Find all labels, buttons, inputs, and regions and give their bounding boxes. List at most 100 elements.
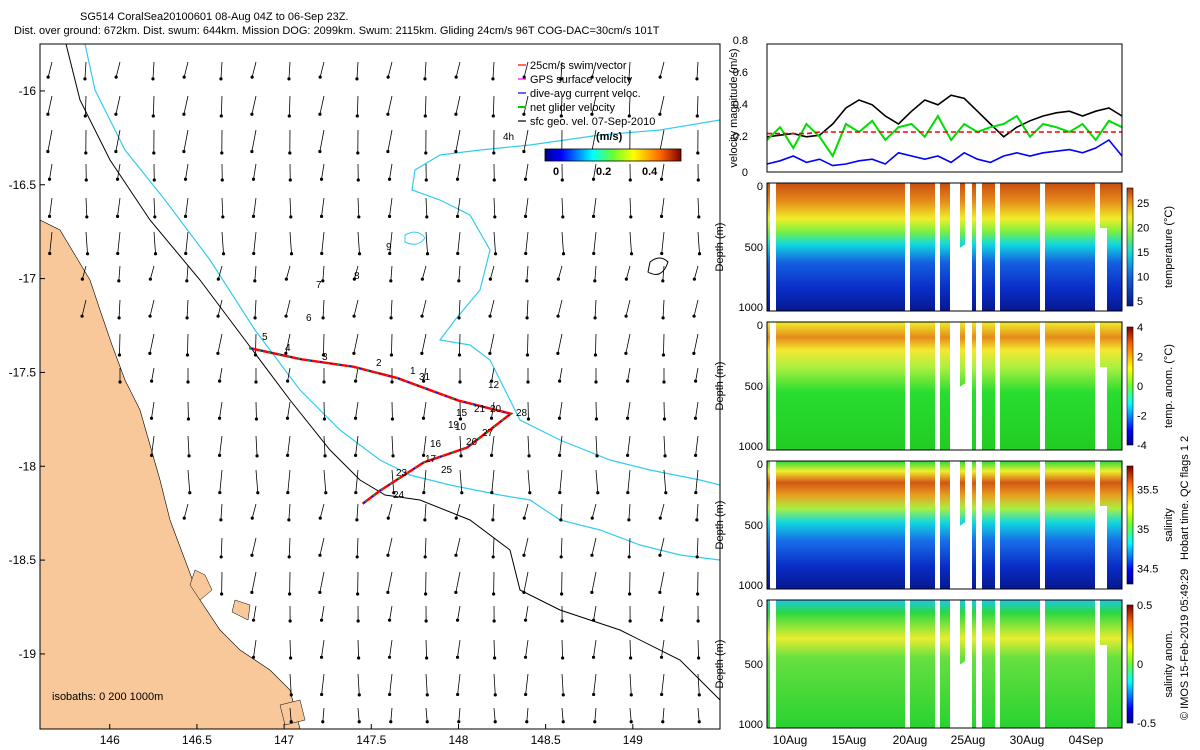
velocity-arrow xyxy=(253,197,257,217)
velocity-arrowhead xyxy=(594,380,598,384)
velocity-arrow xyxy=(152,61,155,79)
velocity-arrowhead xyxy=(149,416,154,420)
velocity-arrowhead xyxy=(627,114,631,118)
velocity-arrowhead xyxy=(150,379,154,383)
velocity-arrow xyxy=(523,95,529,115)
velocity-arrow xyxy=(659,61,665,78)
velocity-arrow xyxy=(119,333,121,355)
velocity-arrow xyxy=(389,639,393,658)
velocity-arrowhead xyxy=(523,655,528,659)
map-ytick-label: -18 xyxy=(19,459,37,473)
velocity-arrowhead xyxy=(253,353,258,357)
velocity-arrowhead xyxy=(286,379,290,383)
depth-tick-label: 1000 xyxy=(739,441,763,453)
velocity-arrowhead xyxy=(148,314,152,318)
velocity-arrowhead xyxy=(525,279,529,283)
colorbar-tick-label: 2 xyxy=(1137,352,1143,364)
depth-tick-label: 1000 xyxy=(739,719,763,731)
velocity-arrowhead xyxy=(287,518,291,522)
velocity-arrowhead xyxy=(692,351,696,355)
velocity-arrowhead xyxy=(625,453,630,458)
data-gap xyxy=(1040,322,1045,450)
velocity-arrow xyxy=(357,673,360,695)
waypoint-12: 12 xyxy=(488,380,500,391)
velocity-arrow xyxy=(591,571,597,593)
velocity-arrowhead xyxy=(221,215,225,219)
velocity-arrowhead xyxy=(148,277,152,281)
velocity-arrow xyxy=(659,95,665,115)
velocity-arrowhead xyxy=(389,720,393,724)
waypoint-1: 1 xyxy=(410,366,416,377)
velocity-arrowhead xyxy=(353,416,358,420)
velocity-arrow xyxy=(697,197,700,217)
velocity-arrowhead xyxy=(357,656,361,660)
velocity-arrowhead xyxy=(288,178,292,182)
velocity-arrow xyxy=(697,707,700,722)
velocity-arrow xyxy=(423,435,427,456)
velocity-arrowhead xyxy=(593,279,597,283)
velocity-arrowhead xyxy=(286,490,290,495)
island-3 xyxy=(279,699,306,726)
velocity-arrow xyxy=(321,197,325,217)
velocity-arrow xyxy=(561,639,564,658)
velocity-arrowhead xyxy=(661,279,665,283)
velocity-arrow xyxy=(185,231,189,254)
velocity-arrowhead xyxy=(493,720,497,724)
velocity-arrowhead xyxy=(217,453,222,458)
data-gap xyxy=(770,600,776,728)
section-frame xyxy=(766,182,1123,312)
data-gap xyxy=(905,461,910,589)
velocity-arrow xyxy=(696,503,699,520)
velocity-arrow xyxy=(591,95,597,115)
velocity-arrow xyxy=(321,605,325,621)
velocity-arrowhead xyxy=(185,316,189,320)
velocity-arrowhead xyxy=(526,380,530,384)
svg-text:dive-avg current veloc.: dive-avg current veloc. xyxy=(530,88,641,100)
velocity-arrow xyxy=(561,197,564,217)
velocity-arrowhead xyxy=(357,252,362,256)
velocity-arrowhead xyxy=(561,656,565,660)
velocity-arrowhead xyxy=(628,178,632,182)
velocity-arrowhead xyxy=(624,351,628,355)
velocity-arrow xyxy=(491,435,495,456)
velocity-arrowhead xyxy=(659,214,664,218)
velocity-arrow xyxy=(251,503,257,519)
velocity-arrowhead xyxy=(254,380,258,384)
waypoint-3: 3 xyxy=(322,352,328,363)
velocity-arrowhead xyxy=(558,490,562,495)
velocity-arrow xyxy=(493,707,496,722)
velocity-arrow xyxy=(183,503,189,519)
velocity-arrow xyxy=(695,469,699,493)
velocity-arrowhead xyxy=(590,590,594,594)
velocity-arrowhead xyxy=(322,380,326,384)
velocity-arrow xyxy=(387,61,393,78)
velocity-arrowhead xyxy=(591,177,596,181)
velocity-arrowhead xyxy=(697,693,701,697)
map-ytick-label: -17.5 xyxy=(9,365,37,379)
shallow-bottom-mask xyxy=(952,382,972,450)
velocity-arrowhead xyxy=(424,619,428,623)
section-frame xyxy=(766,599,1123,729)
waypoint-7: 7 xyxy=(316,280,322,291)
velocity-arrowhead xyxy=(355,555,359,559)
velocity-arrowhead xyxy=(425,720,429,724)
velocity-arrowhead xyxy=(523,618,528,622)
depth-tick-label: 500 xyxy=(745,381,763,393)
velocity-arrow xyxy=(187,469,191,493)
velocity-arrowhead xyxy=(492,151,496,155)
shallow-bottom-mask xyxy=(952,521,972,589)
velocity-arrowhead xyxy=(117,316,121,320)
velocity-arrowhead xyxy=(488,314,492,318)
velocity-arrowhead xyxy=(556,277,560,281)
data-gap xyxy=(950,600,960,728)
colorbar-tick-label: 10 xyxy=(1137,272,1149,284)
velocity-arrowhead xyxy=(148,351,152,355)
velocity-arrowhead xyxy=(318,149,322,154)
velocity-arrowhead xyxy=(523,177,528,181)
time-tick-15aug: 15Aug xyxy=(832,733,867,747)
velocity-arrowhead xyxy=(658,590,662,594)
velocity-arrow xyxy=(153,231,156,254)
velocity-arrowhead xyxy=(46,112,50,116)
velocity-arrow xyxy=(525,639,529,658)
velocity-arrowhead xyxy=(421,416,426,420)
